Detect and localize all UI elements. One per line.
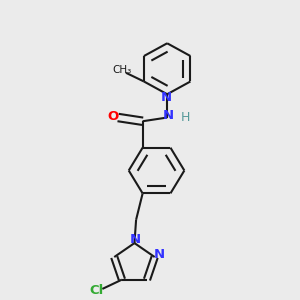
Text: N: N [154, 248, 165, 261]
Text: N: N [130, 232, 141, 245]
Text: Cl: Cl [89, 284, 103, 297]
Text: N: N [161, 92, 172, 104]
Text: H: H [181, 111, 190, 124]
Text: O: O [108, 110, 119, 123]
Text: CH₃: CH₃ [112, 65, 132, 75]
Text: N: N [163, 109, 174, 122]
